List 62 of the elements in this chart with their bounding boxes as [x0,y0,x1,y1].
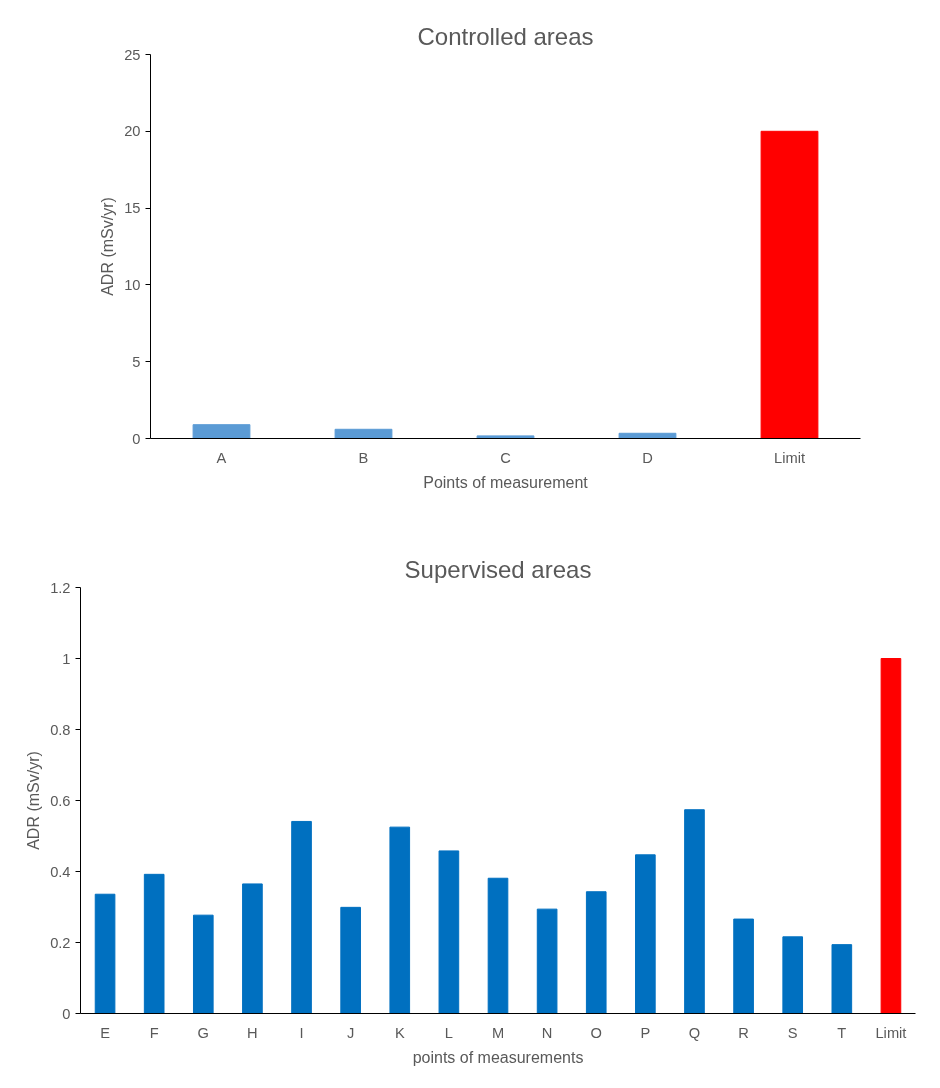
bar [684,809,705,1014]
bar [487,877,509,1014]
bar [438,850,460,1014]
bar [880,658,902,1014]
y-axis-title: ADR (mSv/yr) [99,197,117,296]
y-tick-label: 25 [124,46,141,63]
x-tick-label: E [100,1024,111,1041]
x-tick-label: C [500,449,512,466]
bar [585,891,607,1014]
x-tick-label: M [491,1024,505,1041]
x-tick-label: L [444,1024,453,1041]
y-tick-label: 1 [62,650,71,667]
x-tick-label: N [541,1024,553,1041]
x-tick-label: S [787,1024,798,1041]
bar [635,854,656,1014]
bar [760,130,819,439]
x-tick-label: D [642,449,653,466]
x-axis-title: Points of measurement [423,473,589,491]
x-tick-label: K [394,1024,405,1041]
x-tick-label: T [837,1024,847,1041]
bar [291,820,312,1014]
y-tick-label: 20 [124,123,141,140]
x-tick-label: I [299,1024,304,1041]
y-tick-label: 10 [124,276,141,293]
y-tick-label: 0.4 [50,863,71,880]
y-tick-label: 15 [124,200,141,217]
bar [476,435,535,439]
x-tick-label: J [346,1024,355,1041]
chart-title: Controlled areas [417,22,594,50]
y-tick-label: 0.2 [50,934,71,951]
bar [192,424,251,439]
x-tick-label: G [197,1024,209,1041]
x-tick-label: F [149,1024,159,1041]
bar [733,918,754,1014]
x-tick-label: B [358,449,369,466]
bar [536,908,558,1014]
x-tick-label: O [590,1024,602,1041]
y-tick-label: 0.8 [50,721,71,738]
bar [334,428,393,439]
y-axis-title: ADR (mSv/yr) [25,751,43,850]
y-tick-label: 0 [132,430,141,447]
x-tick-label: P [640,1024,651,1041]
x-axis-title: points of measurements [412,1048,584,1066]
x-tick-label: H [247,1024,258,1041]
x-tick-label: A [216,449,227,466]
y-tick-label: 0 [62,1005,71,1022]
bar [340,906,361,1014]
y-tick-label: 0.6 [50,792,71,809]
x-tick-label: R [738,1024,749,1041]
bar [192,914,214,1014]
x-tick-label: Limit [774,449,805,466]
bar [782,936,804,1014]
bar [831,944,853,1014]
x-tick-label: Limit [875,1024,907,1041]
bar [143,873,165,1014]
bar [242,883,263,1014]
bar [389,826,411,1014]
y-tick-label: 1.2 [50,579,71,596]
x-tick-label: Q [688,1024,701,1041]
y-tick-label: 5 [132,353,141,370]
chart-title: Supervised areas [404,555,592,583]
bar [94,893,116,1014]
